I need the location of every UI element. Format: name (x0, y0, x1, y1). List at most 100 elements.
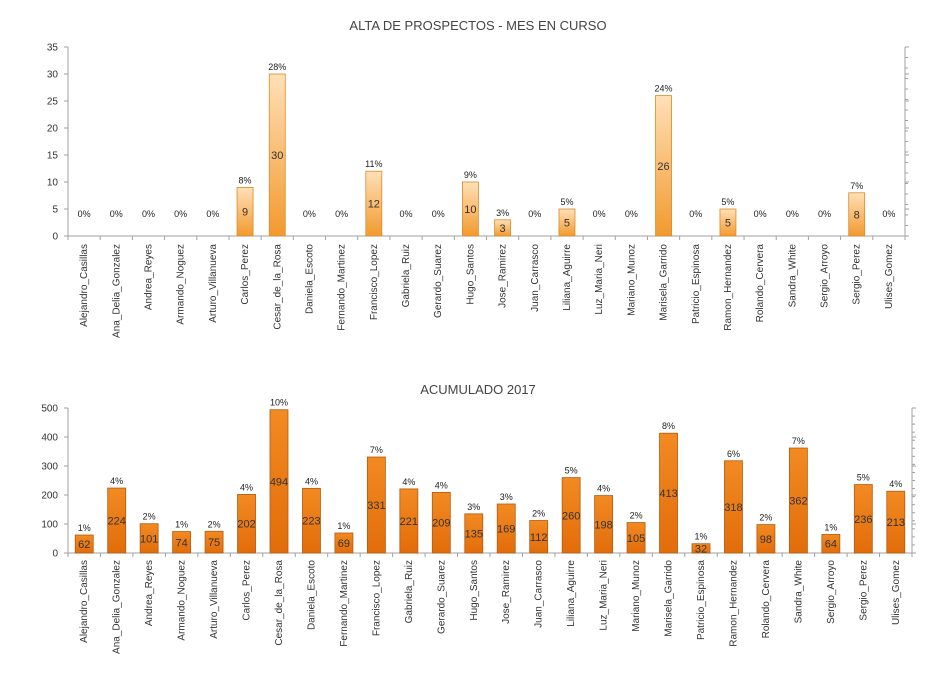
y-tick-label: 200 (41, 491, 58, 502)
category-label: Carlos_Perez (242, 560, 253, 621)
category-label: Patricio_Espinosa (696, 560, 707, 640)
percent-label: 0% (754, 209, 767, 219)
value-label: 32 (695, 543, 707, 555)
y-tick-label: 500 (41, 404, 58, 415)
bar (821, 534, 841, 554)
value-label: 9 (242, 207, 248, 219)
percent-label: 5% (857, 473, 870, 483)
value-label: 62 (78, 539, 90, 551)
category-label: Hugo_Santos (469, 560, 480, 621)
percent-label: 7% (370, 445, 383, 455)
y-tick-label: 15 (47, 151, 59, 162)
value-label: 331 (367, 500, 385, 512)
category-label: Jose_Ramirez (501, 560, 512, 624)
percent-label: 1% (694, 532, 707, 542)
category-label: Cesar_de_la_Rosa (274, 560, 285, 646)
percent-label: 6% (727, 449, 740, 459)
value-label: 362 (789, 496, 807, 508)
category-label: Alejandro_Casillas (79, 560, 90, 643)
category-label: Sergio_Perez (852, 244, 863, 305)
bar (366, 456, 386, 554)
percent-label: 4% (402, 477, 415, 487)
value-label: 10 (464, 204, 476, 216)
category-label: Patricio_Espinosa (691, 244, 702, 324)
value-label: 101 (140, 533, 158, 545)
value-label: 260 (562, 510, 580, 522)
percent-label: 0% (818, 209, 831, 219)
value-label: 98 (760, 534, 772, 546)
category-label: Sergio_Perez (858, 560, 869, 621)
percent-label: 3% (467, 502, 480, 512)
category-label: Alejandro_Casillas (79, 244, 90, 327)
bar (655, 95, 672, 237)
chart-marks: 0 100 200 300 400 500 62 1% Alejandro_Casillas 22… (41, 398, 916, 654)
y-tick-label: 20 (47, 124, 59, 135)
category-label: Juan_Carrasco (530, 244, 541, 312)
percent-label: 3% (496, 208, 509, 218)
percent-label: 4% (889, 479, 902, 489)
monthly-prospects-chart: ALTA DE PROSPECTOS - MES EN CURSO 0 5 10 15… (47, 18, 909, 338)
percent-label: 0% (625, 209, 638, 219)
category-label: Marisela_Garrido (659, 244, 670, 321)
category-label: Gerardo_Suarez (436, 560, 447, 634)
percent-label: 0% (786, 209, 799, 219)
category-label: Armando_Noguez (177, 560, 188, 641)
value-label: 64 (825, 539, 837, 551)
category-label: Sandra_White (793, 560, 804, 624)
category-label: Mariano_Munoz (631, 560, 642, 632)
percent-label: 5% (721, 197, 734, 207)
percent-label: 7% (850, 181, 863, 191)
category-label: Arturo_Villanueva (208, 244, 219, 323)
category-label: Mariano_Munoz (626, 244, 637, 316)
category-label: Liliana_Aguirre (562, 244, 573, 311)
category-label: Sandra_White (787, 244, 798, 308)
value-label: 8 (854, 209, 860, 221)
category-label: Arturo_Villanueva (209, 560, 220, 639)
bar (107, 487, 127, 554)
category-label: Jose_Ramirez (498, 244, 509, 308)
y-tick-label: 5 (52, 205, 58, 216)
bar (269, 409, 289, 554)
percent-label: 11% (365, 159, 382, 169)
percent-label: 4% (435, 480, 448, 490)
percent-label: 0% (303, 209, 316, 219)
bar (788, 447, 808, 554)
value-label: 30 (271, 150, 283, 162)
percent-label: 2% (208, 519, 221, 529)
y-tick-label: 0 (52, 549, 58, 560)
value-label: 209 (432, 518, 450, 530)
category-label: Hugo_Santos (465, 244, 476, 305)
percent-label: 5% (565, 466, 578, 476)
bar (659, 432, 678, 554)
bar (494, 219, 511, 237)
percent-label: 24% (655, 84, 673, 94)
percent-label: 0% (432, 209, 445, 219)
category-label: Cesar_de_la_Rosa (272, 244, 283, 330)
percent-label: 2% (143, 512, 156, 522)
value-label: 135 (465, 528, 483, 540)
percent-label: 2% (759, 513, 772, 523)
percent-label: 2% (532, 509, 545, 519)
category-label: Ulises_Gomez (891, 560, 902, 625)
bar (719, 208, 737, 237)
y-tick-label: 30 (47, 70, 59, 81)
percent-label: 0% (335, 209, 348, 219)
value-label: 413 (659, 488, 677, 500)
percent-label: 8% (662, 421, 675, 431)
bar (237, 494, 256, 554)
value-label: 202 (237, 519, 255, 531)
category-label: Andrea_Reyes (144, 560, 155, 626)
percent-label: 0% (206, 209, 219, 219)
bar (558, 208, 576, 237)
percent-label: 1% (175, 520, 188, 530)
y-tick-label: 400 (41, 433, 58, 444)
bar (431, 491, 451, 554)
value-label: 223 (302, 516, 320, 528)
category-label: Rolando_Cervera (761, 560, 772, 639)
percent-label: 0% (689, 209, 702, 219)
value-label: 3 (500, 223, 506, 235)
value-label: 169 (497, 523, 515, 535)
percent-label: 3% (500, 492, 513, 502)
category-label: Ramon_Hernandez (723, 244, 734, 331)
